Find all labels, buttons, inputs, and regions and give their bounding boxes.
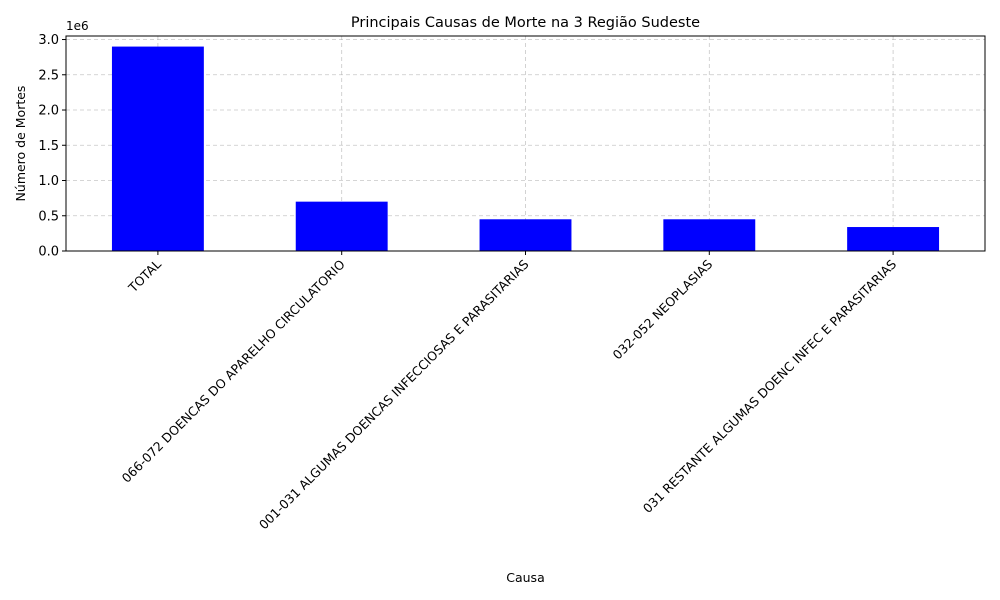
y-tick-label-3: 1.5 xyxy=(38,139,59,154)
x-tick-label-1: 066-072 DOENCAS DO APARELHO CIRCULATORIO xyxy=(119,256,348,485)
axes xyxy=(62,35,986,255)
bar-3 xyxy=(663,219,756,251)
y-tick-label-0: 0.0 xyxy=(38,245,59,260)
y-tick-label-4: 2.0 xyxy=(38,104,59,119)
y-tick-label-5: 2.5 xyxy=(38,68,59,83)
bar-0 xyxy=(111,46,204,252)
bar-1 xyxy=(295,201,388,251)
y-tick-label-2: 1.0 xyxy=(38,174,59,189)
bar-2 xyxy=(479,219,572,251)
y-tick-label-6: 3.0 xyxy=(38,33,59,48)
y-scale-label: 1e6 xyxy=(66,19,89,33)
y-tick-label-1: 0.5 xyxy=(38,209,59,224)
bars xyxy=(111,46,940,252)
x-tick-label-0: TOTAL xyxy=(125,256,164,295)
bar-4 xyxy=(847,227,940,251)
x-tick-label-3: 032-052 NEOPLASIAS xyxy=(610,256,716,362)
x-axis-label: Causa xyxy=(506,570,544,585)
chart-title: Principais Causas de Morte na 3 Região S… xyxy=(351,15,700,31)
y-axis-label: Número de Mortes xyxy=(13,86,28,202)
